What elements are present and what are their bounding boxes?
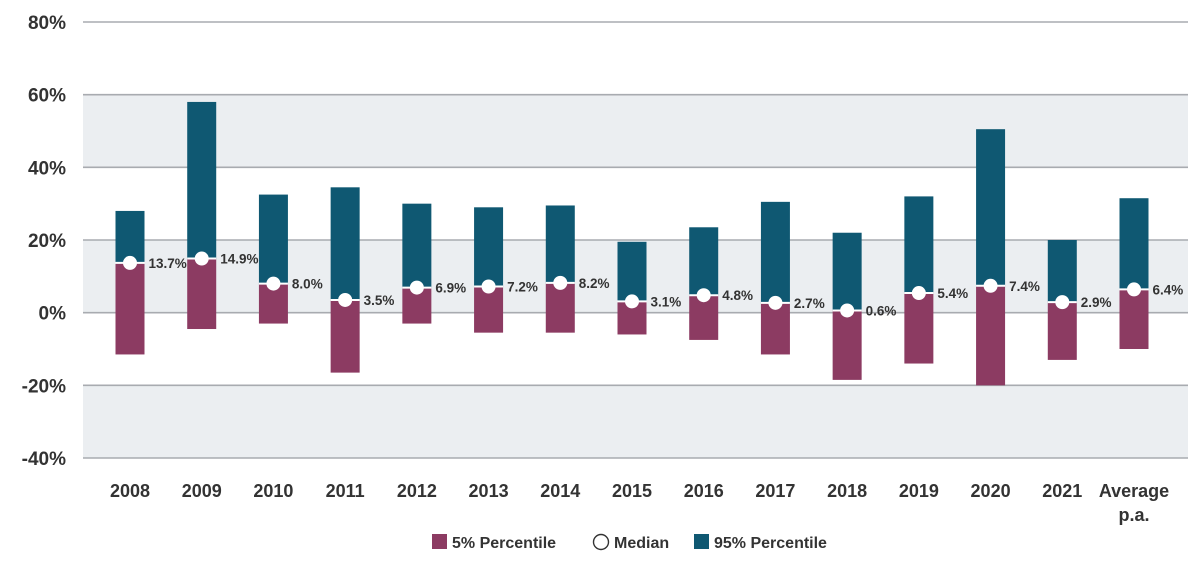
x-category-label: 2015	[612, 481, 652, 501]
bars	[115, 101, 1149, 386]
median-data-label: 8.0%	[292, 277, 323, 292]
x-category-label: 2018	[827, 481, 867, 501]
median-data-label: 6.4%	[1153, 282, 1184, 297]
bar-5th-percentile	[474, 286, 504, 333]
legend-swatch-95th-percentile	[694, 534, 709, 549]
y-tick-label: 0%	[39, 304, 67, 325]
bar-95th-percentile	[617, 241, 647, 302]
bar-95th-percentile	[1119, 198, 1149, 290]
x-category-label: 2013	[469, 481, 509, 501]
y-tick-label: 20%	[28, 231, 66, 252]
x-category-label: 2020	[971, 481, 1011, 501]
x-category-label: 2014	[540, 481, 580, 501]
x-category-label: 2011	[326, 481, 365, 501]
x-category-label: 2008	[110, 481, 150, 501]
x-category-label: 2019	[899, 481, 939, 501]
median-data-label: 14.9%	[220, 252, 258, 267]
y-tick-label: 40%	[28, 158, 66, 179]
bar-95th-percentile	[545, 205, 575, 283]
bar-5th-percentile	[832, 310, 862, 380]
median-marker	[768, 295, 783, 310]
bar-95th-percentile	[258, 194, 288, 284]
bar-5th-percentile	[115, 262, 145, 355]
bar-95th-percentile	[904, 196, 934, 294]
y-tick-label: -20%	[22, 376, 66, 397]
x-category-label: p.a.	[1118, 505, 1149, 525]
median-data-label: 2.9%	[1081, 295, 1112, 310]
legend-label: 95% Percentile	[714, 535, 827, 552]
bar-95th-percentile	[832, 232, 862, 311]
bar-95th-percentile	[187, 101, 217, 259]
legend-label: Median	[614, 535, 669, 552]
median-marker	[481, 279, 496, 294]
bar-5th-percentile	[976, 285, 1006, 386]
x-category-label: 2012	[397, 481, 437, 501]
x-category-label: 2010	[253, 481, 293, 501]
bar-5th-percentile	[904, 293, 934, 364]
median-marker	[1055, 295, 1070, 310]
y-tick-label: 80%	[28, 13, 66, 34]
y-tick-label: -40%	[22, 449, 66, 470]
background-band	[83, 385, 1188, 458]
legend-marker-median	[592, 533, 610, 551]
bar-5th-percentile	[1119, 289, 1149, 349]
bar-95th-percentile	[115, 210, 145, 263]
median-marker	[625, 294, 639, 309]
median-marker	[266, 276, 281, 291]
bar-95th-percentile	[1047, 240, 1077, 303]
median-data-label: 0.6%	[866, 303, 897, 318]
median-marker	[983, 278, 998, 293]
bar-95th-percentile	[689, 227, 719, 296]
y-tick-label: 60%	[28, 86, 66, 107]
x-category-label: 2016	[684, 481, 724, 501]
bar-5th-percentile	[1047, 302, 1077, 360]
median-data-label: 13.7%	[149, 256, 187, 271]
legend-label: 5% Percentile	[452, 535, 556, 552]
x-category-label: 2017	[755, 481, 795, 501]
x-category-label: 2021	[1042, 481, 1082, 501]
background-band	[83, 94, 1188, 168]
bar-5th-percentile	[330, 299, 360, 373]
y-axis-tick-labels: -40% -20% 0% 20% 40% 60% 80%	[22, 13, 66, 470]
median-data-label: 2.7%	[794, 296, 825, 311]
median-data-label: 4.8%	[722, 288, 753, 303]
bar-5th-percentile	[545, 282, 575, 333]
bar-95th-percentile	[976, 129, 1006, 286]
median-data-label: 5.4%	[937, 286, 968, 301]
bar-95th-percentile	[474, 207, 504, 287]
median-data-label: 3.5%	[364, 293, 395, 308]
median-marker	[194, 251, 209, 266]
bar-5th-percentile	[187, 258, 217, 330]
median-marker	[911, 286, 926, 301]
legend: 5% Percentile Median 95% Percentile	[432, 533, 827, 552]
median-data-label: 7.2%	[507, 280, 538, 295]
median-marker	[338, 292, 353, 307]
median-data-label: 6.9%	[435, 281, 466, 296]
median-markers: 13.7% 14.9% 8.0% 3.5% 6.9% 7.2% 8.2% 3.1% 4.8% 2.…	[123, 251, 1184, 318]
median-marker	[553, 275, 568, 290]
bar-5th-percentile	[689, 295, 719, 340]
legend-swatch-5th-percentile	[432, 534, 447, 549]
median-marker	[123, 255, 137, 270]
x-category-label: 2009	[182, 481, 222, 501]
median-marker	[696, 288, 711, 303]
median-data-label: 7.4%	[1009, 279, 1040, 294]
median-data-label: 3.1%	[651, 294, 682, 309]
bar-5th-percentile	[760, 302, 790, 355]
x-axis-category-labels: 2008 2009 2010 2011 2012 2013 2014 2015 2016 2017…	[110, 481, 1169, 525]
bar-95th-percentile	[402, 203, 432, 288]
x-category-label: Average	[1099, 481, 1169, 501]
median-data-label: 8.2%	[579, 276, 610, 291]
median-marker	[409, 280, 424, 295]
median-marker	[840, 303, 855, 318]
bar-95th-percentile	[330, 187, 360, 300]
bar-95th-percentile	[760, 201, 790, 303]
median-marker	[1127, 282, 1141, 297]
